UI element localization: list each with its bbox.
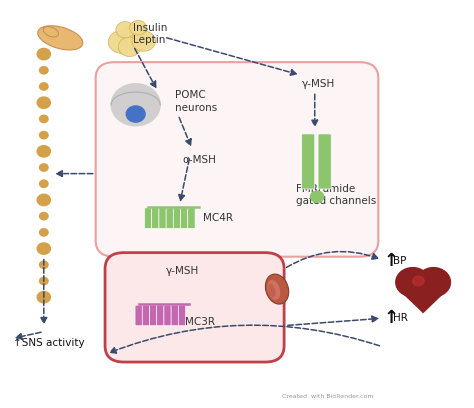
Ellipse shape <box>268 284 275 297</box>
Circle shape <box>37 194 50 206</box>
FancyBboxPatch shape <box>149 305 157 326</box>
Circle shape <box>39 67 48 74</box>
Circle shape <box>116 22 135 38</box>
Circle shape <box>37 243 50 254</box>
Circle shape <box>39 229 48 236</box>
FancyBboxPatch shape <box>96 62 378 257</box>
Circle shape <box>39 261 48 268</box>
FancyBboxPatch shape <box>318 134 331 189</box>
FancyBboxPatch shape <box>105 253 284 362</box>
Text: MC3R: MC3R <box>185 317 215 326</box>
Text: POMC
neurons: POMC neurons <box>175 90 217 113</box>
FancyBboxPatch shape <box>142 305 150 326</box>
Text: MC4R: MC4R <box>203 213 233 223</box>
FancyBboxPatch shape <box>152 208 159 228</box>
Circle shape <box>118 37 141 56</box>
Circle shape <box>111 84 160 126</box>
Circle shape <box>109 31 135 53</box>
FancyBboxPatch shape <box>164 305 171 326</box>
Circle shape <box>39 83 48 90</box>
Text: ↑: ↑ <box>383 252 398 270</box>
Circle shape <box>413 276 424 286</box>
Circle shape <box>126 106 145 122</box>
FancyBboxPatch shape <box>188 208 195 228</box>
Circle shape <box>132 31 155 51</box>
Ellipse shape <box>43 27 58 37</box>
Circle shape <box>37 292 50 303</box>
Circle shape <box>37 146 50 157</box>
Text: Insulin
Leptin: Insulin Leptin <box>133 22 168 45</box>
Text: BP: BP <box>393 256 407 266</box>
Circle shape <box>39 277 48 285</box>
Polygon shape <box>396 287 450 313</box>
Text: FMRFamide
gated channels: FMRFamide gated channels <box>296 184 376 206</box>
Circle shape <box>396 268 430 297</box>
Circle shape <box>129 20 146 35</box>
Ellipse shape <box>265 274 289 304</box>
Circle shape <box>310 191 324 202</box>
Text: α-MSH: α-MSH <box>183 155 217 165</box>
FancyBboxPatch shape <box>157 305 164 326</box>
Text: ↑SNS activity: ↑SNS activity <box>13 337 85 348</box>
FancyBboxPatch shape <box>166 208 173 228</box>
Circle shape <box>39 180 48 187</box>
Circle shape <box>417 268 450 297</box>
Ellipse shape <box>38 26 83 50</box>
Text: ↑: ↑ <box>383 309 398 327</box>
FancyBboxPatch shape <box>135 305 142 326</box>
FancyBboxPatch shape <box>173 208 181 228</box>
FancyBboxPatch shape <box>145 208 152 228</box>
Circle shape <box>39 213 48 220</box>
Text: HR: HR <box>393 313 408 323</box>
FancyBboxPatch shape <box>159 208 166 228</box>
Circle shape <box>39 131 48 139</box>
Circle shape <box>37 49 50 60</box>
Circle shape <box>37 97 50 109</box>
FancyBboxPatch shape <box>171 305 178 326</box>
FancyBboxPatch shape <box>178 305 186 326</box>
Ellipse shape <box>267 280 280 300</box>
Text: Created  with BioRender.com: Created with BioRender.com <box>282 394 373 399</box>
FancyBboxPatch shape <box>301 134 315 189</box>
Circle shape <box>39 115 48 122</box>
Text: γ-MSH: γ-MSH <box>165 266 199 276</box>
Text: γ-MSH: γ-MSH <box>302 80 335 89</box>
Circle shape <box>39 164 48 171</box>
Circle shape <box>122 24 147 45</box>
FancyBboxPatch shape <box>181 208 188 228</box>
